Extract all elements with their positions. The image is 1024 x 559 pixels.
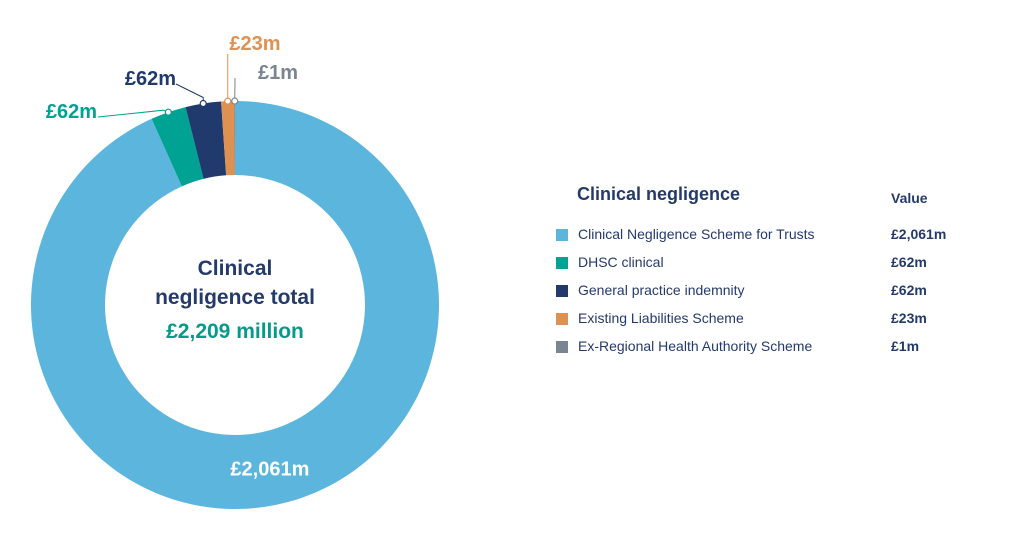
center-title-line2: negligence total [155,286,315,309]
legend-item: Ex-Regional Health Authority Scheme £1m [556,336,976,364]
legend-item: Clinical Negligence Scheme for Trusts £2… [556,224,976,252]
slice-ex-regional-health-authority-scheme [234,101,235,176]
slice-value-label: £2,061m [230,458,309,480]
legend-value-header: Value [891,190,928,206]
legend-item-label: Clinical Negligence Scheme for Trusts [578,226,815,242]
slice-clinical-negligence-scheme-for-trusts [30,101,439,510]
legend-swatch [556,285,568,297]
slice-value-label: £62m [46,101,97,123]
leader-dot [224,97,232,105]
legend-item: DHSC clinical £62m [556,252,976,280]
slice-value-label: £1m [258,62,298,84]
legend-item: General practice indemnity £62m [556,280,976,308]
slice-value-label: £23m [229,33,280,55]
legend-item-value: £2,061m [891,226,947,242]
center-total-value: £2,209 million [166,320,304,343]
leader-line [97,109,169,118]
legend-swatch [556,229,568,241]
legend-item-label: DHSC clinical [578,254,664,270]
legend-item-label: Existing Liabilities Scheme [578,310,744,326]
legend-item-value: £1m [891,338,920,354]
legend-item-label: General practice indemnity [578,282,745,298]
leader-dot [164,108,172,116]
legend-header: Clinical negligence Value [556,184,976,224]
legend: Clinical negligence Value Clinical Negli… [556,184,976,364]
donut-slices [30,101,439,510]
legend-title: Clinical negligence [577,184,741,204]
slice-general-practice-indemnity [185,101,227,179]
slice-dhsc-clinical [151,107,204,187]
legend-item: Existing Liabilities Scheme £23m [556,308,976,336]
legend-item-value: £23m [891,310,927,326]
legend-item-value: £62m [891,254,927,270]
slice-value-label: £62m [125,68,176,90]
legend-item-label: Ex-Regional Health Authority Scheme [578,338,813,354]
legend-item-value: £62m [891,282,927,298]
leader-line [175,83,204,104]
center-title-line1: Clinical [198,257,273,280]
legend-swatch [556,257,568,269]
legend-swatch [556,341,568,353]
slice-existing-liabilities-scheme [221,101,235,176]
slice-labels: £2,061m £62m £62m £23m £1m [46,33,310,480]
leader-lines [97,54,239,118]
leader-dot [231,97,239,105]
leader-dot [199,99,207,108]
legend-swatch [556,313,568,325]
